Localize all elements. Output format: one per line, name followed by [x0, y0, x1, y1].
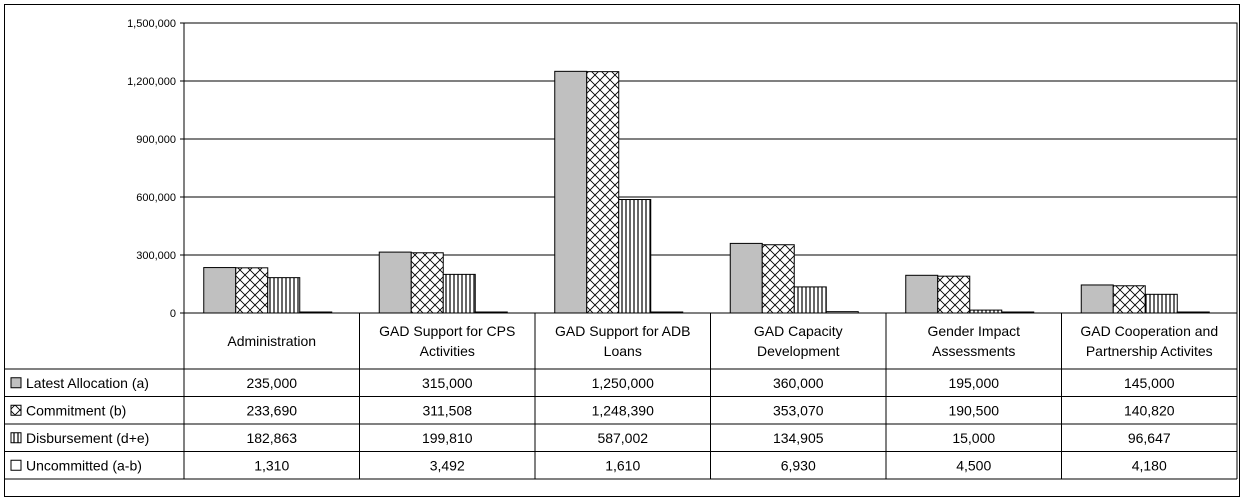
bar — [586, 71, 620, 314]
plot-area — [183, 22, 1238, 314]
bar — [442, 273, 476, 314]
category-label: Administration — [227, 333, 316, 349]
legend-key — [10, 459, 22, 471]
bar — [905, 274, 939, 314]
bar — [410, 252, 444, 314]
category-label: GAD Capacity — [754, 323, 843, 339]
data-label: 3,492 — [430, 457, 465, 473]
data-label: 190,500 — [948, 402, 999, 418]
y-tick-label: 300,000 — [136, 250, 176, 262]
legend-key — [10, 432, 22, 444]
bar — [825, 311, 859, 314]
bar — [299, 311, 333, 314]
y-tick-label: 900,000 — [136, 134, 176, 146]
chart-frame — [4, 4, 1240, 497]
data-label: 1,250,000 — [592, 375, 654, 391]
data-label: 4,500 — [956, 457, 991, 473]
bar — [203, 267, 237, 314]
legend-key — [10, 377, 22, 389]
bar — [474, 311, 508, 314]
data-label: 96,647 — [1128, 430, 1171, 446]
legend-label: Uncommitted (a-b) — [26, 457, 142, 473]
data-label: 1,248,390 — [592, 402, 654, 418]
data-label: 4,180 — [1132, 457, 1167, 473]
data-label: 233,690 — [246, 402, 297, 418]
category-label: GAD Support for ADB — [555, 323, 690, 339]
bar — [1112, 285, 1146, 314]
category-label: GAD Support for CPS — [379, 323, 515, 339]
data-label: 195,000 — [948, 375, 999, 391]
data-label: 1,310 — [254, 457, 289, 473]
data-label: 315,000 — [422, 375, 473, 391]
bar — [793, 286, 827, 314]
bar — [1176, 311, 1210, 314]
category-label: Activities — [420, 343, 475, 359]
bar — [761, 244, 795, 314]
category-label: Partnership Activites — [1086, 343, 1213, 359]
y-tick-label: 0 — [170, 308, 176, 320]
bar — [1080, 284, 1114, 314]
data-label: 15,000 — [952, 430, 995, 446]
data-label: 140,820 — [1124, 402, 1175, 418]
legend-label: Commitment (b) — [26, 402, 126, 418]
data-label: 587,002 — [597, 430, 648, 446]
bar — [1144, 293, 1178, 314]
category-label: Development — [757, 343, 840, 359]
y-tick-label: 1,200,000 — [127, 76, 176, 88]
legend-label: Disbursement (d+e) — [26, 430, 149, 446]
category-label: GAD Cooperation and — [1080, 323, 1218, 339]
legend-label: Latest Allocation (a) — [26, 375, 149, 391]
legend-key — [10, 404, 22, 416]
bar — [618, 199, 652, 314]
bar — [267, 277, 301, 314]
data-label: 6,930 — [781, 457, 816, 473]
data-label: 353,070 — [773, 402, 824, 418]
bar — [937, 275, 971, 314]
category-label: Assessments — [932, 343, 1015, 359]
category-label: Gender Impact — [927, 323, 1020, 339]
bar — [554, 70, 588, 314]
y-tick-label: 600,000 — [136, 192, 176, 204]
bar — [1001, 311, 1035, 314]
data-label: 182,863 — [246, 430, 297, 446]
data-label: 360,000 — [773, 375, 824, 391]
bar — [378, 251, 412, 314]
bar — [235, 267, 269, 314]
data-label: 235,000 — [246, 375, 297, 391]
bar — [650, 311, 684, 314]
y-tick-label: 1,500,000 — [127, 18, 176, 30]
category-label: Loans — [604, 343, 642, 359]
data-label: 145,000 — [1124, 375, 1175, 391]
data-label: 1,610 — [605, 457, 640, 473]
bar — [729, 242, 763, 314]
data-label: 199,810 — [422, 430, 473, 446]
data-label: 134,905 — [773, 430, 824, 446]
data-label: 311,508 — [422, 402, 472, 418]
bar — [969, 309, 1003, 314]
